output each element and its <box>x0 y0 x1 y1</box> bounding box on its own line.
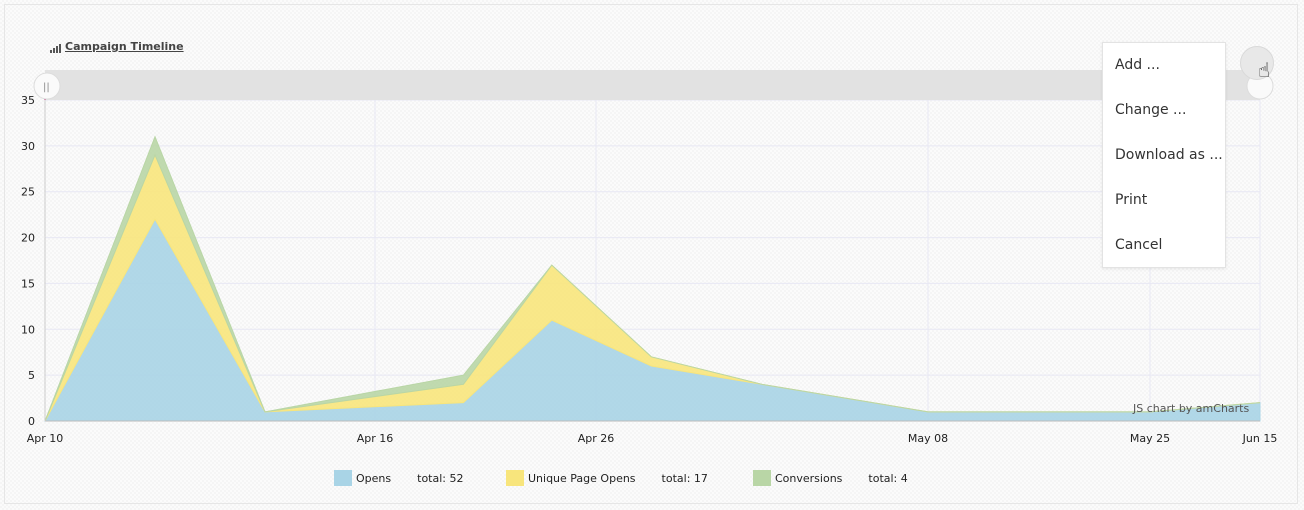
menu-item-download[interactable]: Download as ... <box>1115 147 1223 163</box>
legend: Opens total: 52 Unique Page Opens total:… <box>0 470 1304 486</box>
legend-swatch <box>506 470 524 486</box>
menu-item-cancel[interactable]: Cancel <box>1115 237 1163 253</box>
legend-label: Unique Page Opens <box>528 471 636 485</box>
chart-credit[interactable]: JS chart by amCharts <box>1133 402 1250 415</box>
x-tick-label: May 08 <box>908 432 948 445</box>
legend-item-conversions[interactable]: Conversions total: 4 <box>753 470 908 486</box>
menu-item-print[interactable]: Print <box>1115 192 1148 208</box>
y-tick-label: 10 <box>21 323 35 336</box>
grip-icon: || <box>43 82 50 93</box>
legend-swatch <box>753 470 771 486</box>
y-tick-label: 0 <box>28 415 35 428</box>
x-tick-label: May 25 <box>1130 432 1170 445</box>
axes: 0 5 10 15 20 25 30 35 Apr 10 Apr 16 Apr 26 May 08 Ma… <box>21 94 1277 445</box>
x-tick-label: Apr 16 <box>357 432 394 445</box>
x-tick-label: Apr 26 <box>578 432 615 445</box>
bar-chart-icon <box>50 44 61 53</box>
chart-frame <box>4 4 1298 504</box>
legend-swatch <box>334 470 352 486</box>
menu-item-add[interactable]: Add ... <box>1115 57 1160 73</box>
legend-total: total: 17 <box>661 471 708 485</box>
x-tick-label: Jun 15 <box>1242 432 1278 445</box>
y-tick-label: 35 <box>21 94 35 107</box>
scrollbar-track[interactable] <box>45 70 1260 100</box>
y-tick-label: 15 <box>21 277 35 290</box>
hand-cursor-icon: ☝ <box>1258 58 1271 82</box>
chart-title-link[interactable]: Campaign Timeline <box>50 40 184 53</box>
export-menu: Add ... Change ... Download as ... Print… <box>1102 42 1226 268</box>
legend-total: total: 52 <box>417 471 464 485</box>
legend-item-opens[interactable]: Opens total: 52 <box>334 470 463 486</box>
legend-item-unique-page-opens[interactable]: Unique Page Opens total: 17 <box>506 470 708 486</box>
chart-title: Campaign Timeline <box>65 40 184 53</box>
x-tick-label: Apr 10 <box>27 432 64 445</box>
legend-label: Conversions <box>775 471 843 485</box>
menu-item-change[interactable]: Change ... <box>1115 102 1187 118</box>
legend-total: total: 4 <box>868 471 908 485</box>
scrollbar-left-grip[interactable] <box>33 72 61 100</box>
y-tick-label: 5 <box>28 369 35 382</box>
y-tick-label: 25 <box>21 186 35 199</box>
y-tick-label: 20 <box>21 232 35 245</box>
series-areas <box>44 135 1261 422</box>
export-menu-button[interactable] <box>1240 46 1274 80</box>
legend-label: Opens <box>356 471 392 485</box>
y-tick-label: 30 <box>21 140 35 153</box>
